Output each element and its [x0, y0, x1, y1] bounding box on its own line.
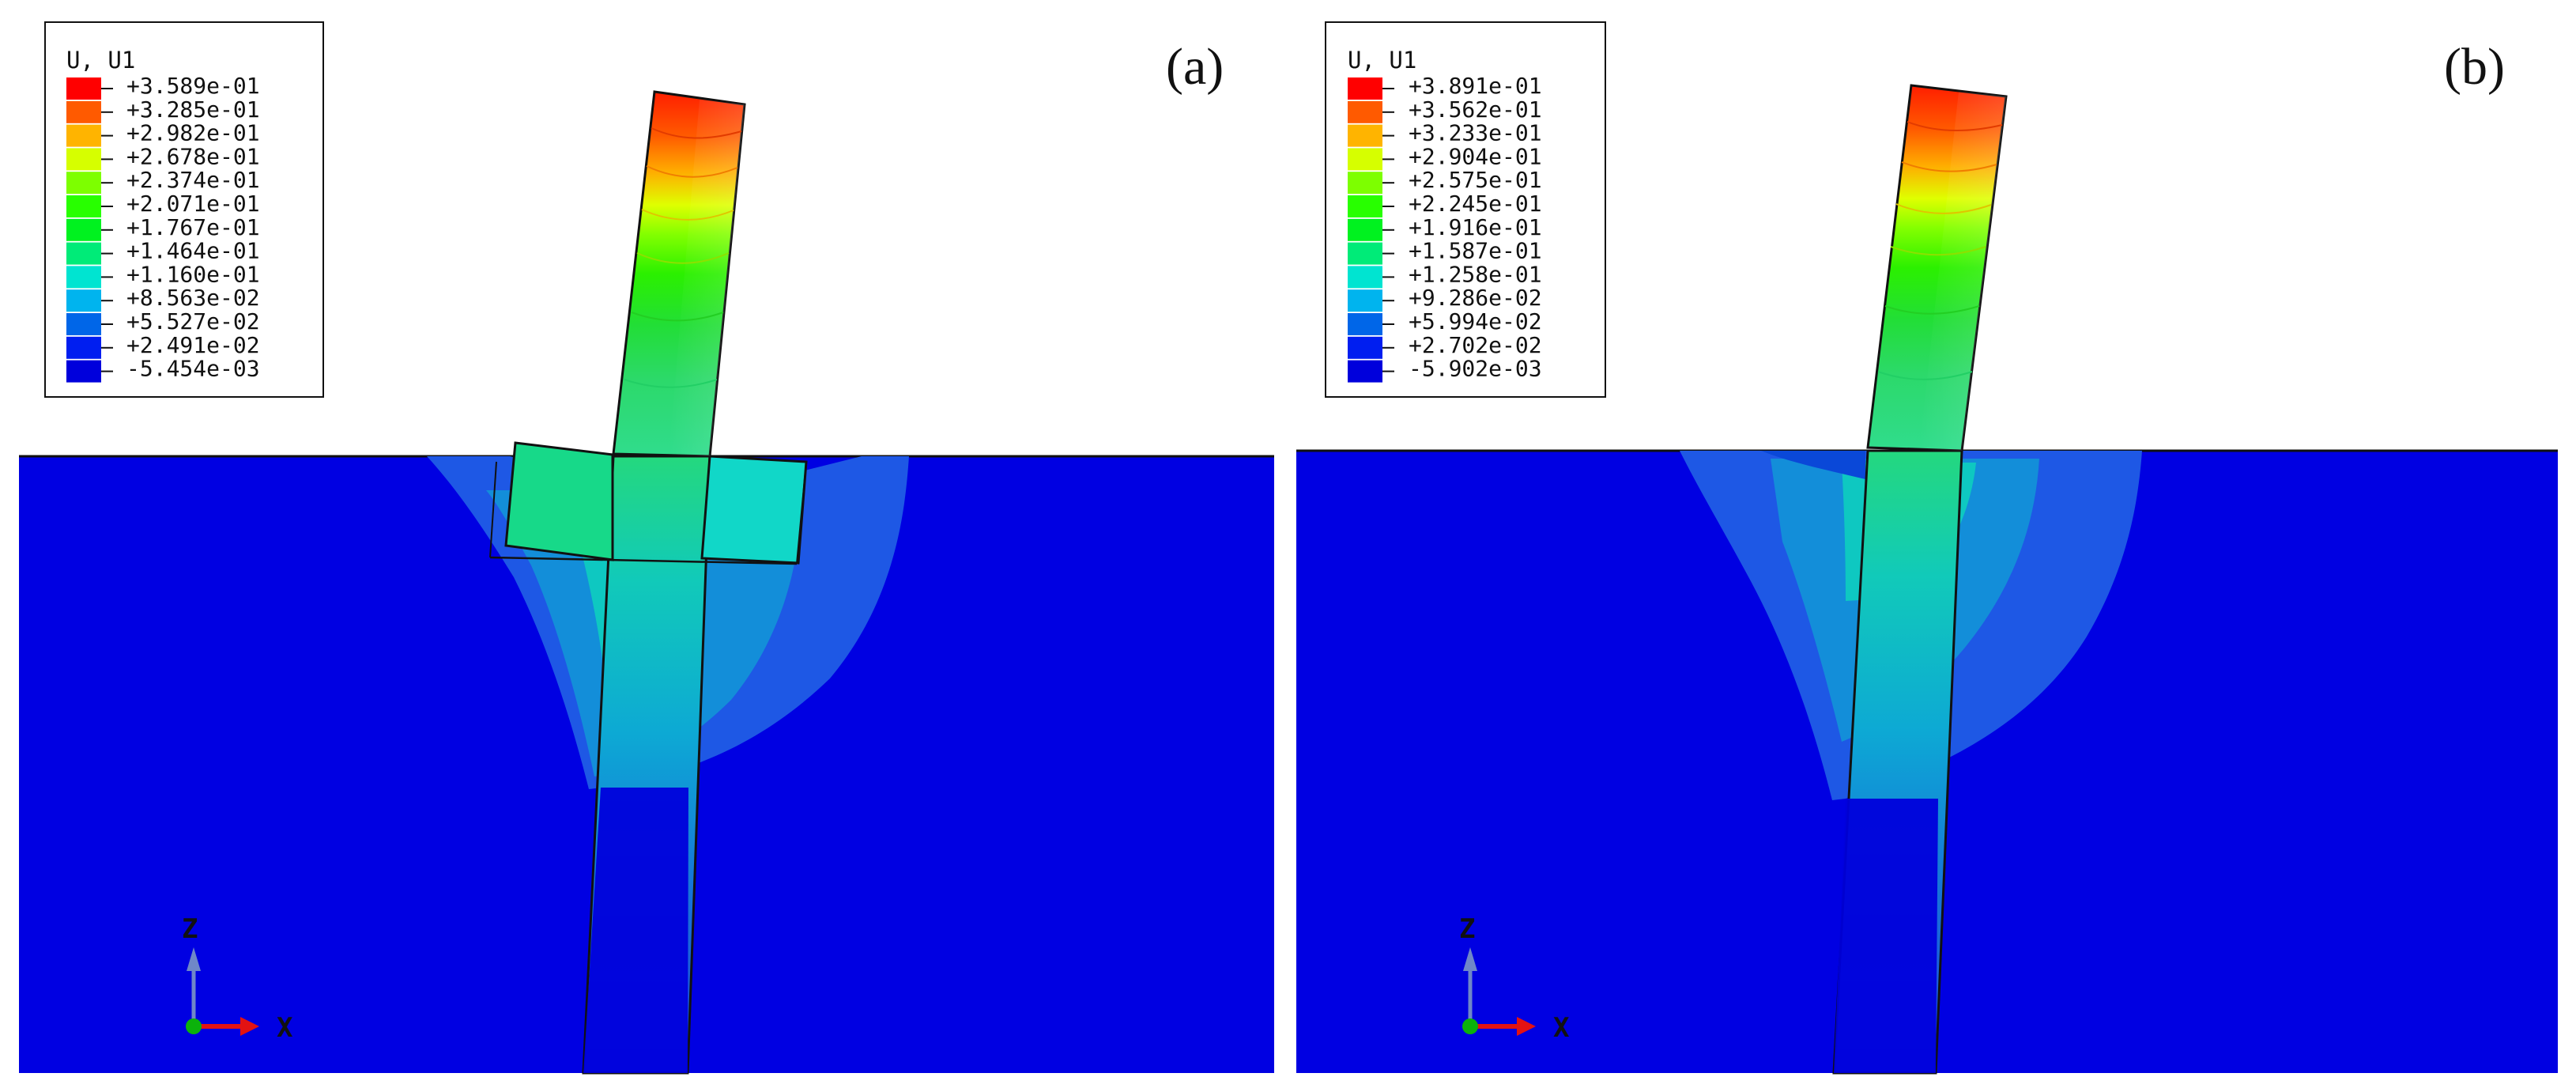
legend-value: +3.285e-01 [126, 96, 260, 123]
legend-value: -5.902e-03 [1409, 356, 1542, 382]
legend-value: +8.563e-02 [126, 285, 260, 311]
pile-head-contour-6 [1877, 371, 1973, 380]
pile-head-contour-2 [1901, 161, 1997, 172]
legend-value: +3.891e-01 [1409, 73, 1542, 99]
legend-color-swatch [1348, 313, 1382, 335]
legend-color-swatch [66, 360, 101, 383]
legend-color-swatch [1348, 148, 1382, 171]
panel-a: U, U1 +3.589e-01+3.285e-01+2.982e-01+2.6… [19, 21, 1274, 1075]
legend-value: -5.454e-03 [126, 356, 260, 382]
legend-value: +2.982e-01 [126, 120, 260, 146]
legend-value: +5.994e-02 [1409, 308, 1542, 334]
legend-color-swatch [1348, 172, 1382, 195]
pile-head [1866, 84, 2008, 452]
axis-label-z: Z [182, 913, 198, 945]
pile-cap-left-plate [504, 441, 614, 561]
y-axis-dot [186, 1018, 202, 1034]
legend-value: +2.491e-02 [126, 332, 260, 358]
pile-head-contour-5 [1884, 305, 1980, 315]
legend-color-swatch [1348, 360, 1382, 383]
legend-color-swatch [1348, 289, 1382, 312]
legend-color-swatch [1348, 77, 1382, 100]
legend-color-swatch [66, 100, 101, 123]
pile-head-contour-4 [636, 252, 730, 264]
legend-color-swatch [66, 148, 101, 171]
legend-title: U, U1 [1348, 47, 1416, 74]
pile-head-contour-2 [646, 165, 738, 178]
pile-head-contour-3 [641, 209, 734, 221]
legend-color-swatch [1348, 195, 1382, 217]
panel-label: (a) [1166, 38, 1224, 96]
pile-cap-plates [489, 441, 808, 565]
pile-segment-lower-opaque [583, 788, 688, 1073]
legend-value: +2.071e-01 [126, 191, 260, 217]
legend-color-swatch [1348, 266, 1382, 289]
pile-head-right-face [1919, 92, 2006, 451]
legend-value: +9.286e-02 [1409, 285, 1542, 311]
legend-color-swatch [66, 242, 101, 265]
legend-color-swatch [1348, 100, 1382, 123]
legend-color-swatch [66, 77, 101, 100]
pile-cap-side-edge-right [796, 461, 807, 565]
legend-value: +1.587e-01 [1409, 238, 1542, 264]
legend-color-swatch [1348, 218, 1382, 241]
axis-triad: Z X [182, 913, 293, 1044]
legend-value: +3.233e-01 [1409, 120, 1542, 146]
pile-cap-side-edge-left [489, 461, 497, 558]
pile-cap-bottom-edge [489, 556, 798, 565]
legend-value: +2.678e-01 [126, 143, 260, 169]
legend-value: +1.767e-01 [126, 214, 260, 240]
legend-value: +1.916e-01 [1409, 214, 1542, 240]
pile-cap-right-plate [700, 455, 808, 565]
pile-head-contour-4 [1890, 246, 1986, 256]
axis-label-z: Z [1459, 913, 1475, 945]
pile-head-contour-1 [651, 127, 742, 139]
axis-label-x: X [277, 1012, 293, 1044]
legend-color-swatch [1348, 124, 1382, 147]
legend-value: +5.527e-02 [126, 308, 260, 334]
axis-triad: Z X [1459, 913, 1570, 1044]
pile-head-contour-1 [1907, 121, 2003, 132]
legend-color-swatch [66, 266, 101, 289]
legend-color-swatch [66, 289, 101, 312]
legend-title: U, U1 [66, 47, 135, 74]
legend-color-swatch [66, 313, 101, 335]
legend-value: +2.374e-01 [126, 167, 260, 193]
legend-entries: +3.589e-01+3.285e-01+2.982e-01+2.678e-01… [66, 73, 260, 383]
pile-head-right-face [669, 100, 745, 456]
legend-value: +3.589e-01 [126, 73, 260, 99]
legend-color-swatch [66, 124, 101, 147]
legend-color-swatch [66, 336, 101, 359]
legend-color-swatch [66, 195, 101, 217]
legend-color-swatch [66, 172, 101, 195]
legend-value: +2.904e-01 [1409, 143, 1542, 169]
surface-gap-zone [1761, 451, 1865, 479]
legend-value: +2.245e-01 [1409, 191, 1542, 217]
legend-color-swatch [1348, 336, 1382, 359]
panel-label: (b) [2444, 38, 2505, 96]
legend-color-swatch [1348, 242, 1382, 265]
legend-value: +1.258e-01 [1409, 261, 1542, 287]
z-axis-arrowhead [1463, 947, 1477, 971]
pile-head [612, 90, 746, 458]
legend-value: +1.160e-01 [126, 261, 260, 287]
pile-head-contour-5 [631, 312, 724, 322]
y-axis-dot [1462, 1018, 1478, 1034]
legend-value: +1.464e-01 [126, 238, 260, 264]
x-axis-arrowhead [1517, 1017, 1536, 1036]
pile-head-contour-3 [1895, 203, 1992, 214]
legend-value: +2.702e-02 [1409, 332, 1542, 358]
x-axis-arrowhead [240, 1017, 259, 1036]
legend-value: +3.562e-01 [1409, 96, 1542, 123]
z-axis-arrowhead [187, 947, 201, 971]
legend-color-swatch [66, 218, 101, 241]
pile-segment-lower-opaque [1834, 799, 1938, 1073]
pile-head-contour-6 [624, 379, 718, 388]
panel-b: U, U1 +3.891e-01+3.562e-01+3.233e-01+2.9… [1296, 21, 2558, 1075]
legend-entries: +3.891e-01+3.562e-01+3.233e-01+2.904e-01… [1348, 73, 1542, 383]
legend-value: +2.575e-01 [1409, 167, 1542, 193]
axis-label-x: X [1553, 1012, 1570, 1044]
